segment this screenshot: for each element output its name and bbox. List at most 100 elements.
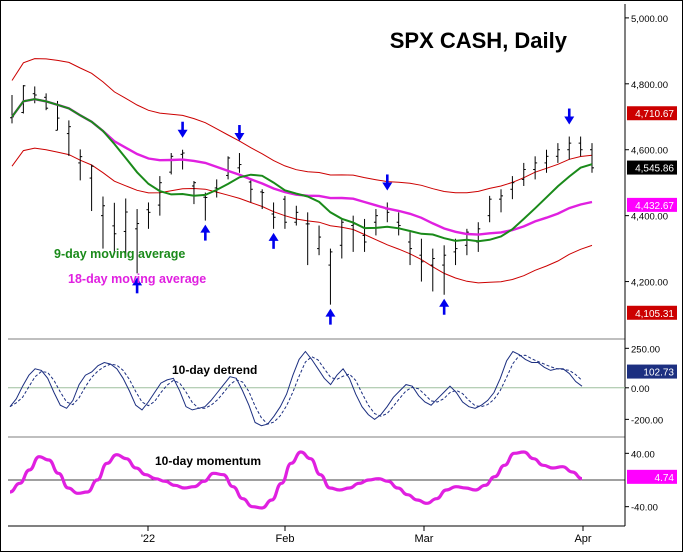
detrend-y-tick-label: 250.00 <box>631 344 660 355</box>
momentum-y-tick-label: -40.00 <box>631 503 658 514</box>
price-value-tag <box>627 305 677 320</box>
price-y-tick-label: 5,000.00 <box>631 14 668 25</box>
price-value-tag <box>627 197 677 212</box>
ma9-line <box>11 98 593 243</box>
detrend-y-tick-label: -200.00 <box>631 415 663 426</box>
price-bar <box>476 222 481 252</box>
arrow-head <box>200 224 211 233</box>
arrow-head <box>234 133 245 142</box>
price-y-tick-label: 4,400.00 <box>631 212 668 223</box>
price-bar <box>157 176 162 216</box>
price-bar <box>260 189 265 210</box>
price-value-tag <box>627 160 677 175</box>
lower-band-line <box>11 147 593 284</box>
price-bar <box>385 202 390 223</box>
price-value-tag-label: 4,545.86 <box>635 164 674 175</box>
price-bar <box>521 162 526 186</box>
momentum-value-tag-label: 4.74 <box>655 473 675 484</box>
price-bar <box>191 181 196 205</box>
price-bar <box>578 136 583 157</box>
arrow-head <box>325 308 336 317</box>
price-bar <box>169 153 174 175</box>
momentum-y-tick-label: 40.00 <box>631 449 655 460</box>
arrow-head <box>564 116 575 125</box>
price-bar <box>123 198 128 257</box>
price-bar <box>442 245 447 295</box>
arrow-head <box>132 277 143 286</box>
price-bar <box>282 195 287 229</box>
price-y-tick-label: 4,200.00 <box>631 278 668 289</box>
arrow-down-marker <box>177 121 188 138</box>
detrend-signal-line <box>9 354 583 425</box>
price-y-tick-label: 4,600.00 <box>631 146 668 157</box>
price-bar <box>112 202 117 252</box>
arrow-up-marker <box>268 232 279 249</box>
price-value-tag-label: 4,432.67 <box>635 201 674 212</box>
price-bar <box>419 238 424 282</box>
price-bar <box>146 202 151 229</box>
price-bar <box>487 195 492 223</box>
price-bar <box>408 232 413 266</box>
price-bar <box>89 164 94 212</box>
price-bar <box>66 120 71 156</box>
price-bar <box>499 189 504 213</box>
price-bar <box>78 149 83 181</box>
arrow-down-marker <box>382 174 393 191</box>
x-tick-label: Apr <box>574 533 591 545</box>
price-bar <box>373 209 378 236</box>
arrow-up-marker <box>439 298 450 315</box>
price-bar <box>226 156 231 180</box>
price-value-tag-label: 4,105.31 <box>635 309 674 320</box>
arrow-up-marker <box>200 224 211 241</box>
price-bar <box>362 218 367 252</box>
price-bar <box>567 136 572 160</box>
price-bar <box>533 156 538 180</box>
arrow-down-marker <box>234 125 245 142</box>
price-bar <box>203 192 208 221</box>
arrow-down-marker <box>564 108 575 125</box>
price-bar <box>590 143 594 173</box>
detrend-value-tag-label: 102.73 <box>643 368 674 379</box>
price-bar <box>10 95 14 124</box>
upper-band-line <box>11 58 593 194</box>
arrow-head <box>382 182 393 191</box>
price-bar <box>32 86 37 104</box>
price-bar <box>135 209 140 274</box>
price-bar <box>544 149 549 173</box>
arrow-head <box>439 298 450 307</box>
price-bar <box>100 196 105 249</box>
price-bar <box>21 85 26 114</box>
price-bar <box>305 212 310 266</box>
detrend-y-tick-label: 0.00 <box>631 384 650 395</box>
price-bar <box>430 248 435 292</box>
x-tick-label: Mar <box>415 533 434 545</box>
price-bar <box>339 218 344 259</box>
price-bar <box>555 143 560 163</box>
x-tick-label: '22 <box>141 533 155 545</box>
ma18-line <box>11 97 593 236</box>
price-bar <box>328 248 333 305</box>
momentum-panel-label: 10-day momentum <box>155 454 261 468</box>
price-bar <box>294 205 299 226</box>
price-bar <box>237 153 242 173</box>
x-tick-label: Feb <box>276 533 295 545</box>
detrend-value-tag <box>627 364 677 379</box>
price-bar <box>510 176 515 200</box>
momentum-value-tag <box>627 469 677 484</box>
momentum-line <box>9 450 583 510</box>
arrow-up-marker <box>132 277 143 294</box>
price-bar <box>317 225 322 256</box>
price-value-tag-label: 4,710.67 <box>635 109 674 120</box>
price-bar <box>271 202 276 229</box>
detrend-panel-label: 10-day detrend <box>172 363 257 377</box>
price-bar <box>248 178 253 203</box>
arrow-up-marker <box>325 308 336 325</box>
detrend-line <box>9 350 583 427</box>
legend-ma18-label: 18-day moving average <box>68 272 206 286</box>
price-value-tag <box>627 106 677 121</box>
price-bar <box>453 238 458 266</box>
legend-ma9-label: 9-day moving average <box>54 247 185 261</box>
arrow-head <box>177 129 188 138</box>
